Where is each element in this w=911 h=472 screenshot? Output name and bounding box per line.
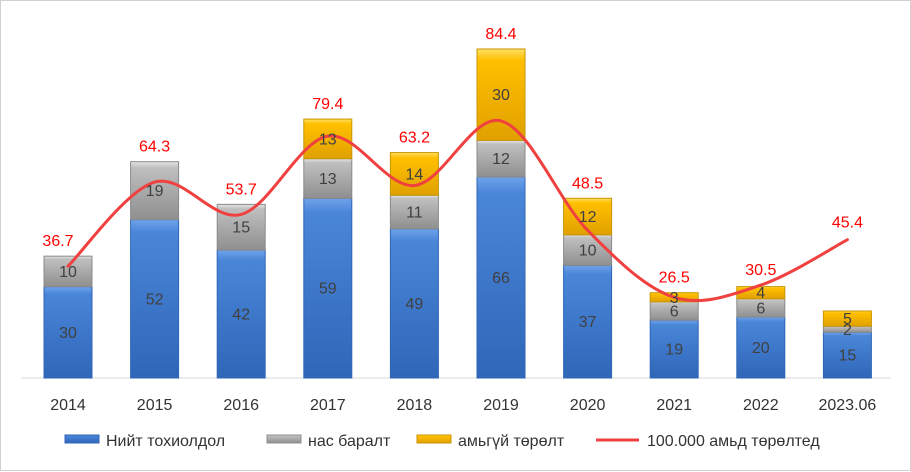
bar-total-2016 (216, 249, 266, 379)
x-tick-label-2022: 2022 (743, 397, 779, 414)
bar-deaths-2016 (216, 203, 266, 251)
bar-deaths-2014 (43, 255, 93, 288)
data-label-deaths-2014: 10 (59, 264, 77, 281)
bars-layer (43, 48, 872, 379)
legend: Нийт тохиолдол нас баралт амьгүй төрөлт … (64, 433, 820, 450)
bar-total-2021 (649, 319, 699, 379)
rate-label-2014: 36.7 (42, 233, 73, 250)
data-label-deaths-2016: 15 (232, 220, 250, 237)
data-label-total-2021: 19 (665, 342, 683, 359)
legend-swatch-total (64, 434, 100, 444)
bar-stillbirths-2023.06 (822, 310, 872, 327)
rate-label-2021: 26.5 (659, 270, 690, 287)
x-tick-label-2020: 2020 (570, 397, 606, 414)
bar-total-2018 (389, 228, 439, 379)
bar-total-2019 (476, 176, 526, 379)
data-label-total-2017: 59 (319, 281, 337, 298)
rate-label-2015: 64.3 (139, 139, 170, 156)
bar-stillbirths-2018 (389, 152, 439, 196)
data-label-stillbirths-2020: 12 (579, 209, 597, 226)
x-tick-label-2016: 2016 (223, 397, 259, 414)
data-label-deaths-2022: 6 (756, 300, 765, 317)
bar-deaths-2019 (476, 139, 526, 178)
legend-swatch-deaths (266, 434, 302, 444)
data-label-stillbirths-2022: 4 (756, 285, 765, 302)
data-label-total-2014: 30 (59, 325, 77, 342)
data-label-deaths-2017: 13 (319, 171, 337, 188)
legend-swatch-stillbirths (416, 434, 452, 444)
legend-label-deaths: нас баралт (308, 433, 391, 450)
data-label-stillbirths-2017: 13 (319, 131, 337, 148)
x-tick-labels: 2014 2015 2016 2017 2018 2019 2020 2021 2022 2023… (50, 397, 876, 414)
data-label-stillbirths-2021: 3 (670, 290, 679, 307)
x-tick-label-2021: 2021 (656, 397, 692, 414)
data-label-stillbirths-2018: 14 (406, 166, 424, 183)
data-label-total-2019: 66 (492, 270, 510, 287)
rate-label-2019: 84.4 (485, 26, 516, 43)
data-label-deaths-2021: 6 (670, 303, 679, 320)
legend-label-total: Нийт тохиолдол (106, 433, 225, 450)
line-layer (66, 119, 849, 302)
rate-label-2016: 53.7 (226, 181, 257, 198)
data-label-deaths-2018: 11 (406, 204, 423, 221)
data-label-deaths-2023.06: 2 (843, 322, 852, 339)
data-label-stillbirths-2023.06: 5 (843, 311, 852, 328)
bar-deaths-2017 (303, 158, 353, 199)
data-label-total-2015: 52 (146, 291, 164, 308)
x-tick-label-2015: 2015 (137, 397, 173, 414)
data-label-total-2018: 49 (406, 296, 424, 313)
data-label-stillbirths-2019: 30 (492, 87, 510, 104)
rate-label-2020: 48.5 (572, 175, 603, 192)
data-label-total-2022: 20 (752, 340, 770, 357)
x-tick-label-2023.06: 2023.06 (818, 397, 876, 414)
bar-deaths-2020 (563, 234, 613, 266)
x-tick-label-2014: 2014 (50, 397, 86, 414)
labels-layer: 3010521942155913134911146612303710121963… (42, 26, 863, 365)
rate-label-2018: 63.2 (399, 130, 430, 147)
data-label-total-2020: 37 (579, 314, 597, 331)
rate-label-2023.06: 45.4 (832, 215, 863, 232)
rate-label-2017: 79.4 (312, 96, 343, 113)
legend-label-rate: 100.000 амьд төрөлтед (647, 433, 820, 450)
data-label-deaths-2019: 12 (492, 151, 510, 168)
data-label-total-2023.06: 15 (839, 348, 857, 365)
rate-label-2022: 30.5 (745, 262, 776, 279)
bar-total-2020 (563, 264, 613, 379)
legend-label-stillbirths: амьгүй төрөлт (458, 433, 565, 450)
data-label-deaths-2020: 10 (579, 243, 597, 260)
x-tick-label-2019: 2019 (483, 397, 519, 414)
data-label-total-2016: 42 (232, 307, 250, 324)
x-tick-label-2018: 2018 (397, 397, 433, 414)
data-label-deaths-2015: 19 (146, 183, 164, 200)
rate-line (66, 119, 849, 302)
x-tick-label-2017: 2017 (310, 397, 346, 414)
bar-total-2014 (43, 286, 93, 379)
bar-deaths-2018 (389, 194, 439, 230)
bar-total-2017 (303, 197, 353, 379)
